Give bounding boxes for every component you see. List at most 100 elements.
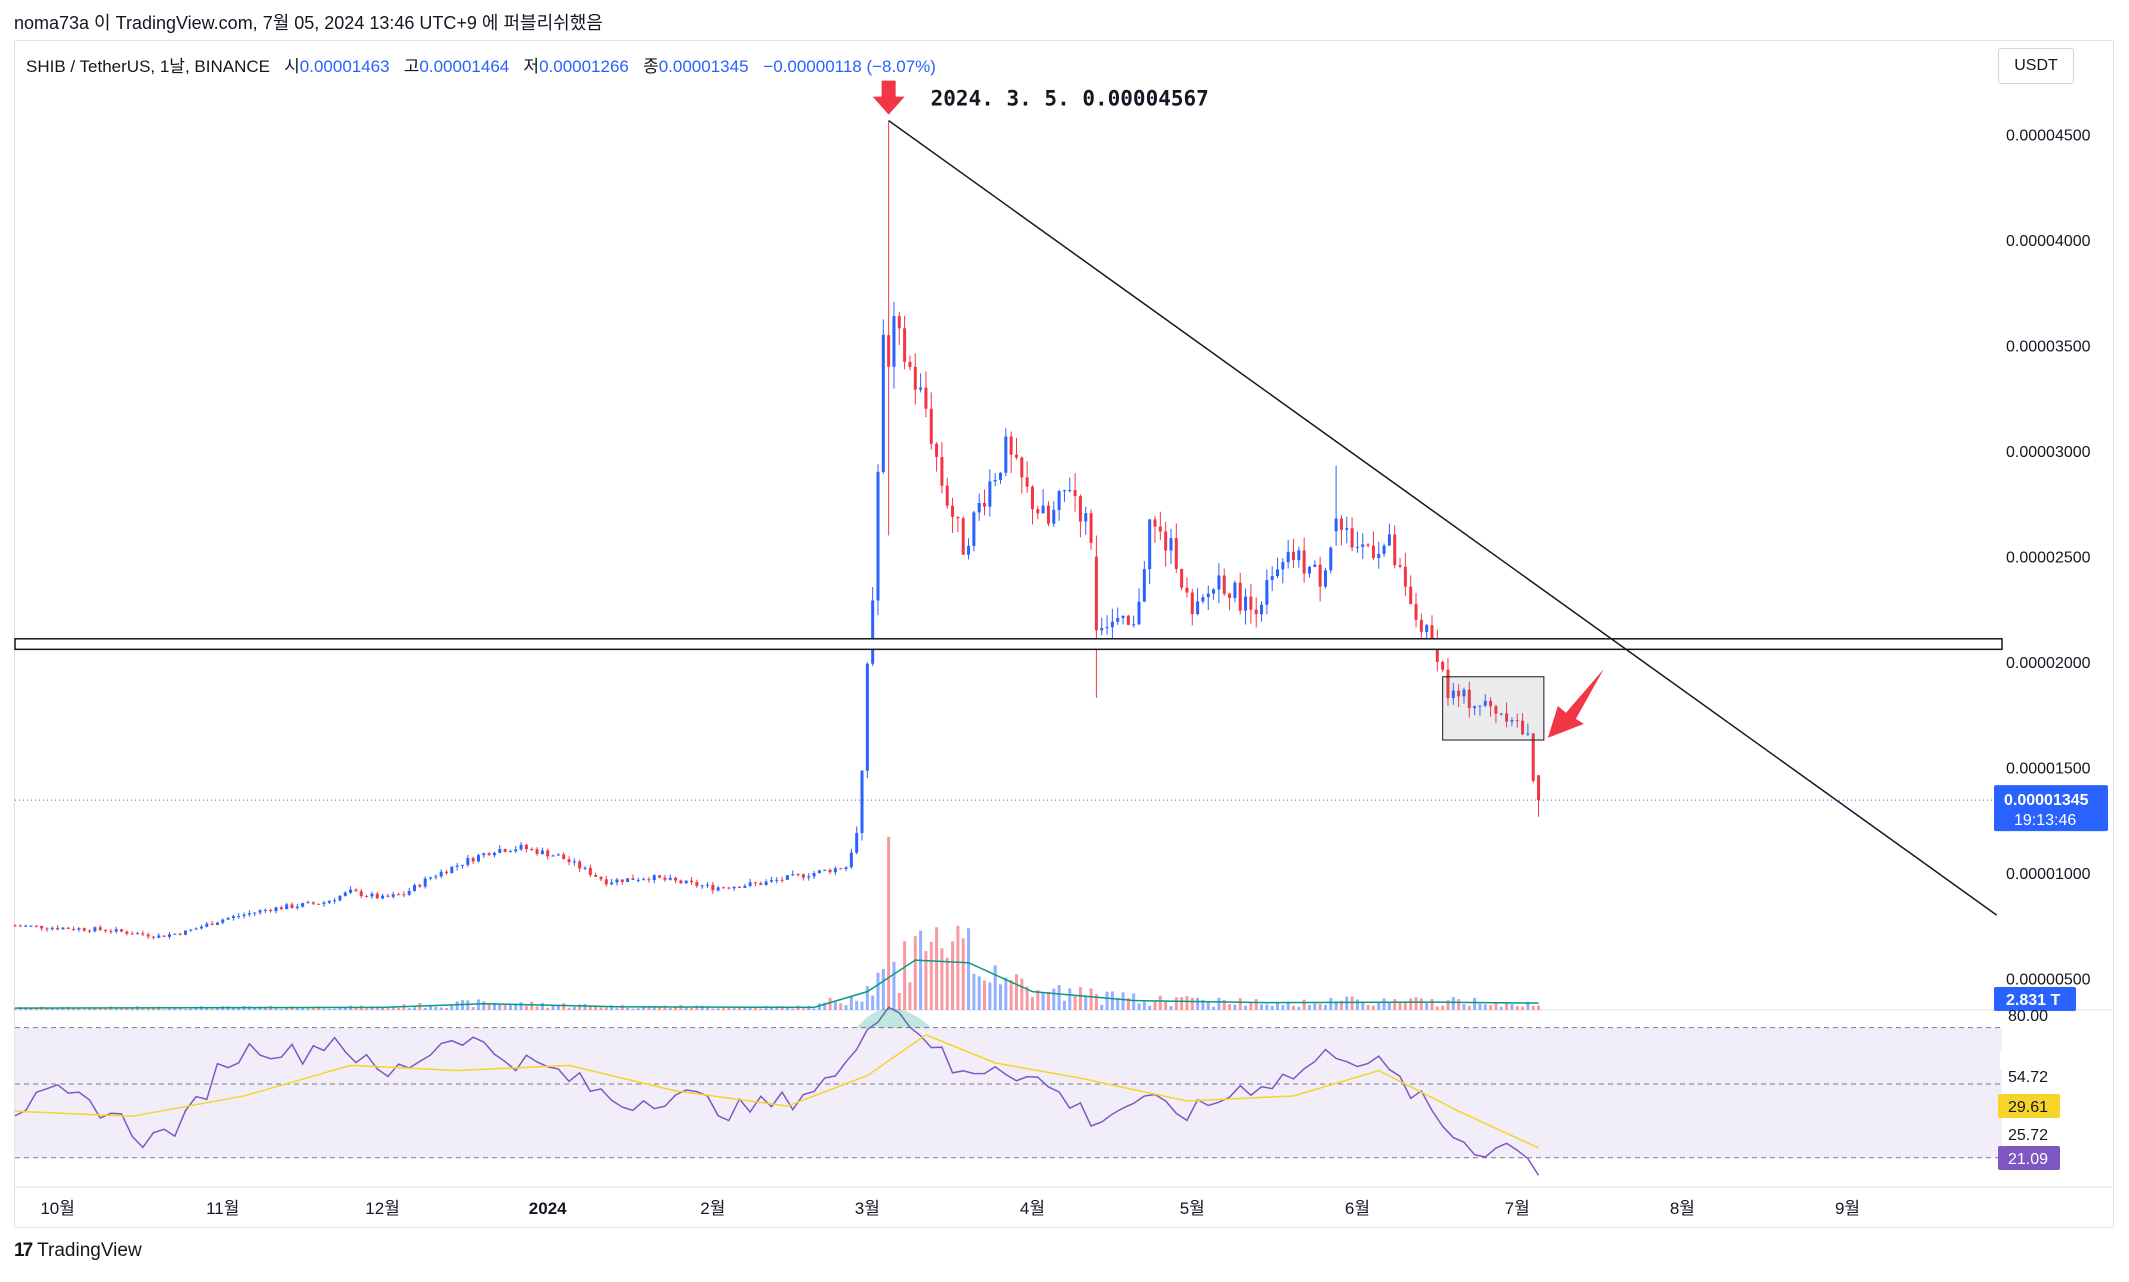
candle-body bbox=[221, 919, 225, 923]
candle-body bbox=[785, 875, 789, 880]
symbol-legend[interactable]: SHIB / TetherUS, 1날, BINANCE 시0.00001463… bbox=[26, 52, 936, 77]
candle-body bbox=[1451, 690, 1455, 699]
volume-bar bbox=[817, 1003, 821, 1010]
volume-bar bbox=[658, 1007, 662, 1010]
volume-bar bbox=[1068, 988, 1072, 1010]
volume-bar bbox=[1025, 986, 1029, 1010]
candle-body bbox=[1137, 601, 1141, 625]
tradingview-logo[interactable]: 17 TradingView bbox=[14, 1240, 142, 1262]
volume-bar bbox=[588, 1005, 592, 1010]
volume-bar bbox=[860, 1001, 864, 1010]
volume-bar bbox=[1180, 997, 1184, 1010]
candle-body bbox=[700, 885, 704, 887]
volume-bar bbox=[93, 1007, 97, 1010]
candle-body bbox=[114, 929, 118, 932]
volume-bar bbox=[1142, 1001, 1146, 1010]
candle-body bbox=[482, 853, 486, 856]
volume-bar bbox=[338, 1008, 342, 1010]
volume-bar bbox=[626, 1007, 630, 1010]
candle-body bbox=[1254, 609, 1258, 615]
candle-body bbox=[1084, 513, 1088, 522]
volume-bar bbox=[1100, 1004, 1104, 1010]
currency-button[interactable]: USDT bbox=[1998, 48, 2074, 84]
volume-bar bbox=[1425, 1002, 1429, 1010]
candle-body bbox=[801, 874, 805, 878]
candle-body bbox=[626, 878, 630, 883]
candle-body bbox=[1409, 586, 1413, 605]
volume-bar bbox=[1126, 998, 1130, 1010]
peak-annotation[interactable]: 2024. 3. 5. 0.00004567 bbox=[931, 87, 1209, 111]
candle-body bbox=[956, 516, 960, 519]
volume-bar bbox=[1377, 1001, 1381, 1010]
candle-body bbox=[876, 471, 880, 601]
volume-bar bbox=[1531, 1005, 1535, 1010]
volume-bar bbox=[562, 1003, 566, 1010]
support-band bbox=[14, 638, 2003, 651]
candle-body bbox=[1382, 545, 1386, 554]
volume-bar bbox=[1419, 998, 1423, 1010]
volume-bar bbox=[167, 1008, 171, 1010]
candle-body bbox=[1483, 700, 1487, 706]
candle-body bbox=[1110, 621, 1114, 628]
candle-body bbox=[881, 334, 885, 472]
volume-bar bbox=[524, 1005, 528, 1010]
candle-body bbox=[1260, 604, 1264, 615]
candle-body bbox=[1531, 733, 1535, 781]
candle-body bbox=[333, 900, 337, 902]
volume-bar bbox=[1537, 1005, 1541, 1010]
candle-body bbox=[647, 879, 651, 881]
candle-body bbox=[1510, 720, 1514, 722]
price-tick-label: 0.00003000 bbox=[2006, 444, 2091, 461]
volume-bar bbox=[1116, 997, 1120, 1010]
volume-bar bbox=[1014, 974, 1018, 1010]
candle-body bbox=[1515, 720, 1519, 722]
volume-bar bbox=[1457, 999, 1461, 1010]
volume-bar bbox=[1233, 1004, 1237, 1010]
volume-bar bbox=[1467, 1005, 1471, 1010]
candle-body bbox=[1393, 534, 1397, 566]
candle-body bbox=[1350, 528, 1354, 548]
candle-body bbox=[897, 316, 901, 329]
candle-body bbox=[72, 928, 76, 930]
volume-bar bbox=[546, 1007, 550, 1010]
volume-bar bbox=[1302, 999, 1306, 1010]
candle-body bbox=[439, 871, 443, 877]
candle-body bbox=[1371, 545, 1375, 559]
volume-bar bbox=[1435, 1006, 1439, 1010]
candle-body bbox=[1142, 569, 1146, 602]
volume-bar bbox=[1441, 1005, 1445, 1010]
candle-body bbox=[402, 894, 406, 896]
candle-body bbox=[1339, 518, 1343, 530]
date-tick-label: 5월 bbox=[1180, 1199, 1205, 1218]
candle-body bbox=[157, 935, 161, 938]
volume-bar bbox=[423, 1008, 427, 1010]
candle-body bbox=[839, 868, 843, 870]
volume-bar bbox=[253, 1007, 257, 1010]
candle-body bbox=[120, 929, 124, 932]
candle-body bbox=[1121, 615, 1125, 619]
volume-bar bbox=[1201, 999, 1205, 1010]
volume-bar bbox=[556, 1004, 560, 1010]
volume-bar bbox=[812, 1008, 816, 1010]
candle-body bbox=[444, 871, 448, 874]
high-label: 고 bbox=[403, 57, 420, 76]
candle-body bbox=[167, 934, 171, 937]
volume-bar bbox=[610, 1005, 614, 1010]
publish-info: noma73a 이 TradingView.com, 7월 05, 2024 1… bbox=[14, 13, 603, 33]
candle-body bbox=[322, 902, 326, 904]
volume-bar bbox=[780, 1006, 784, 1010]
candle-body bbox=[812, 873, 816, 877]
date-tick-label: 2월 bbox=[700, 1199, 725, 1218]
candle-body bbox=[631, 878, 635, 880]
annotation-layer: 2024. 3. 5. 0.00004567 bbox=[931, 87, 1209, 111]
candle-body bbox=[1323, 570, 1327, 587]
candle-body bbox=[1126, 615, 1130, 625]
volume-bar bbox=[1515, 1006, 1519, 1010]
volume-bar bbox=[732, 1008, 736, 1010]
descending-trendline bbox=[888, 119, 1998, 916]
candle-body bbox=[1291, 551, 1295, 561]
rsi-value-tag: 29.61 bbox=[1998, 1094, 2060, 1118]
volume-bar bbox=[386, 1007, 390, 1010]
candle-body bbox=[466, 857, 470, 865]
